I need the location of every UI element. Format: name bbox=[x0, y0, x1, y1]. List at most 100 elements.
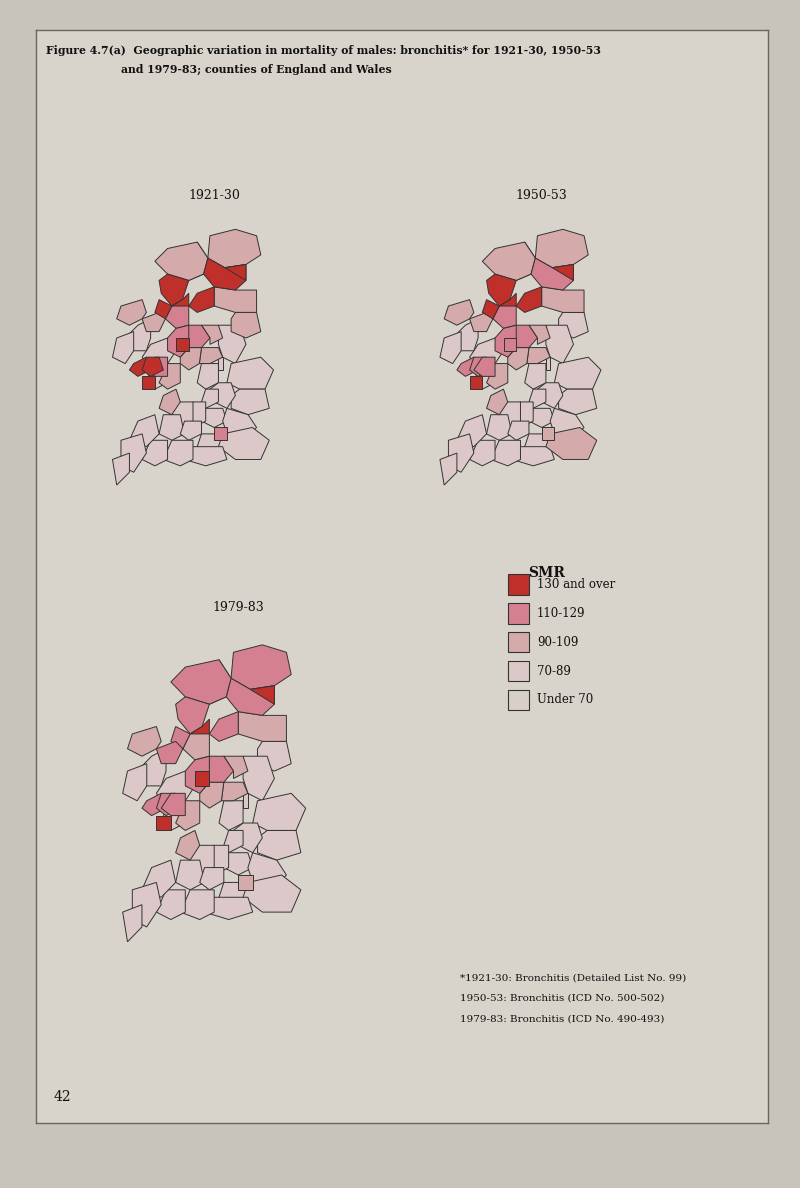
Polygon shape bbox=[226, 678, 274, 715]
Polygon shape bbox=[495, 326, 516, 358]
Polygon shape bbox=[499, 402, 521, 428]
Polygon shape bbox=[444, 299, 474, 326]
Polygon shape bbox=[486, 364, 508, 390]
Polygon shape bbox=[155, 299, 172, 318]
Bar bbox=[508, 689, 529, 710]
Bar bbox=[508, 661, 529, 682]
Polygon shape bbox=[146, 364, 167, 390]
Polygon shape bbox=[552, 265, 574, 280]
Polygon shape bbox=[200, 782, 224, 808]
Polygon shape bbox=[156, 771, 195, 808]
Polygon shape bbox=[238, 712, 286, 741]
Polygon shape bbox=[482, 299, 499, 318]
Polygon shape bbox=[243, 757, 274, 801]
Polygon shape bbox=[182, 242, 208, 280]
Polygon shape bbox=[224, 757, 248, 778]
Polygon shape bbox=[180, 421, 202, 441]
Polygon shape bbox=[185, 447, 227, 466]
Polygon shape bbox=[208, 229, 261, 267]
Polygon shape bbox=[146, 358, 167, 377]
Polygon shape bbox=[453, 318, 478, 350]
Polygon shape bbox=[202, 326, 222, 345]
Polygon shape bbox=[440, 331, 461, 364]
Polygon shape bbox=[440, 453, 457, 485]
Polygon shape bbox=[156, 794, 181, 816]
Polygon shape bbox=[222, 782, 248, 801]
Polygon shape bbox=[199, 348, 222, 364]
Polygon shape bbox=[176, 697, 210, 734]
Polygon shape bbox=[457, 415, 486, 447]
Polygon shape bbox=[132, 883, 162, 927]
Polygon shape bbox=[172, 402, 193, 428]
Polygon shape bbox=[202, 390, 218, 409]
Polygon shape bbox=[171, 727, 190, 748]
Polygon shape bbox=[113, 331, 134, 364]
Polygon shape bbox=[127, 727, 162, 757]
Polygon shape bbox=[531, 258, 574, 290]
Polygon shape bbox=[546, 428, 597, 460]
Polygon shape bbox=[470, 312, 493, 331]
Text: Under 70: Under 70 bbox=[537, 694, 593, 707]
Polygon shape bbox=[508, 348, 529, 369]
Text: 110-129: 110-129 bbox=[537, 607, 586, 620]
Polygon shape bbox=[125, 318, 150, 350]
Polygon shape bbox=[155, 242, 208, 280]
Bar bbox=[508, 632, 529, 652]
Polygon shape bbox=[219, 883, 248, 905]
Polygon shape bbox=[529, 390, 546, 409]
Polygon shape bbox=[156, 741, 183, 764]
Polygon shape bbox=[166, 299, 189, 328]
Polygon shape bbox=[214, 286, 257, 312]
Polygon shape bbox=[491, 441, 521, 466]
Polygon shape bbox=[156, 816, 171, 830]
Text: 70-89: 70-89 bbox=[537, 664, 570, 677]
Polygon shape bbox=[172, 293, 189, 307]
Polygon shape bbox=[486, 415, 512, 441]
Polygon shape bbox=[122, 764, 146, 801]
Polygon shape bbox=[180, 348, 202, 369]
Polygon shape bbox=[156, 890, 186, 920]
Polygon shape bbox=[486, 390, 508, 415]
Polygon shape bbox=[142, 441, 167, 466]
Polygon shape bbox=[162, 801, 186, 830]
Polygon shape bbox=[470, 339, 503, 369]
Polygon shape bbox=[142, 794, 166, 816]
Polygon shape bbox=[546, 326, 574, 364]
Polygon shape bbox=[117, 299, 146, 326]
Polygon shape bbox=[525, 434, 550, 453]
Polygon shape bbox=[113, 453, 130, 485]
Polygon shape bbox=[210, 712, 238, 741]
Polygon shape bbox=[176, 830, 200, 860]
Polygon shape bbox=[231, 645, 291, 689]
Polygon shape bbox=[243, 876, 301, 912]
Polygon shape bbox=[185, 402, 206, 428]
Polygon shape bbox=[227, 358, 274, 390]
Polygon shape bbox=[181, 890, 214, 920]
Polygon shape bbox=[258, 741, 291, 771]
Polygon shape bbox=[258, 830, 301, 860]
Polygon shape bbox=[219, 801, 243, 830]
Polygon shape bbox=[202, 409, 227, 428]
Polygon shape bbox=[474, 358, 495, 377]
Polygon shape bbox=[130, 358, 150, 377]
Polygon shape bbox=[253, 794, 306, 830]
Polygon shape bbox=[176, 801, 200, 830]
Polygon shape bbox=[159, 274, 189, 307]
Polygon shape bbox=[159, 415, 185, 441]
Polygon shape bbox=[250, 685, 274, 704]
Polygon shape bbox=[218, 326, 246, 364]
Polygon shape bbox=[159, 390, 180, 415]
Polygon shape bbox=[474, 364, 495, 390]
Polygon shape bbox=[550, 409, 584, 441]
Polygon shape bbox=[512, 402, 533, 428]
Polygon shape bbox=[121, 434, 146, 473]
Text: SMR: SMR bbox=[528, 565, 565, 580]
Text: Figure 4.7(a)  Geographic variation in mortality of males: bronchitis* for 1921-: Figure 4.7(a) Geographic variation in mo… bbox=[46, 45, 601, 56]
Polygon shape bbox=[218, 428, 270, 460]
Polygon shape bbox=[137, 748, 166, 786]
Polygon shape bbox=[167, 326, 189, 358]
Polygon shape bbox=[231, 312, 261, 339]
Polygon shape bbox=[200, 867, 224, 890]
Text: 1921-30: 1921-30 bbox=[188, 189, 240, 202]
Polygon shape bbox=[482, 242, 535, 280]
